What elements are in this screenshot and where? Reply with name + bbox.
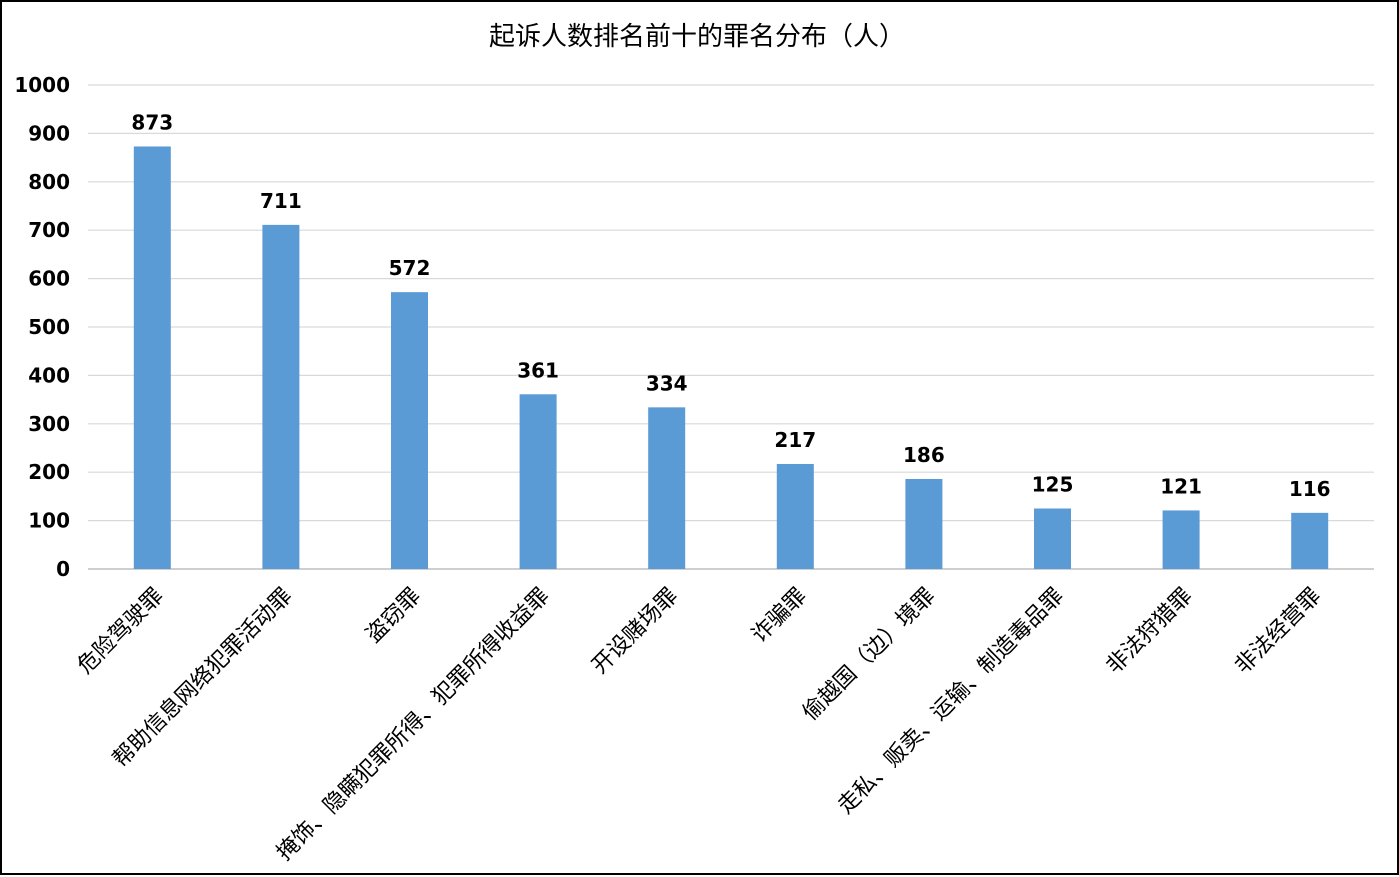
gridlines xyxy=(88,84,1374,522)
data-label: 572 xyxy=(389,256,431,280)
y-tick-label: 300 xyxy=(28,412,70,436)
data-label: 121 xyxy=(1160,474,1202,498)
y-tick-label: 1000 xyxy=(14,73,70,97)
y-tick-label: 500 xyxy=(28,315,70,339)
y-tick-label: 600 xyxy=(28,267,70,291)
bar xyxy=(776,463,814,569)
x-tick-label: 危险驾驶罪 xyxy=(73,584,168,679)
y-tick-label: 900 xyxy=(28,121,70,145)
data-label: 334 xyxy=(646,371,688,395)
data-label: 711 xyxy=(260,189,302,213)
bar xyxy=(1034,508,1071,569)
bar xyxy=(133,146,171,569)
x-tick-label: 偷越国（边）境罪 xyxy=(798,584,940,726)
bar xyxy=(391,292,428,569)
x-tick-label: 开设赌场罪 xyxy=(587,584,682,679)
data-label: 186 xyxy=(903,443,945,467)
bars xyxy=(133,146,1329,569)
y-tick-label: 800 xyxy=(28,170,70,194)
x-tick-label: 走私、贩卖、运输、制造毒品罪 xyxy=(833,584,1068,819)
data-labels: 873 711 572 361 334 217 186 125 121 116 xyxy=(131,110,1330,500)
x-tick-label: 非法狩猎罪 xyxy=(1102,584,1197,679)
bar xyxy=(905,478,943,569)
y-tick-label: 100 xyxy=(28,509,70,533)
bar xyxy=(1162,510,1200,569)
bar xyxy=(262,224,300,569)
data-label: 125 xyxy=(1032,473,1074,497)
x-tick-label: 掩饰、隐瞒犯罪所得、犯罪所得收益罪 xyxy=(272,584,554,866)
y-axis-ticks: 0 100 200 300 400 500 600 700 800 900 1000 xyxy=(14,73,70,581)
y-tick-label: 0 xyxy=(56,557,70,581)
bar xyxy=(1291,512,1329,569)
data-label: 361 xyxy=(517,358,559,382)
y-tick-label: 400 xyxy=(28,363,70,387)
bar xyxy=(648,407,686,569)
y-tick-label: 200 xyxy=(28,460,70,484)
chart-title: 起诉人数排名前十的罪名分布（人） xyxy=(489,22,905,52)
x-tick-label: 非法经营罪 xyxy=(1230,584,1325,679)
bar xyxy=(519,394,557,569)
y-tick-label: 700 xyxy=(28,218,70,242)
x-tick-label: 诈骗罪 xyxy=(747,584,811,648)
x-tick-label: 盗窃罪 xyxy=(361,584,425,648)
data-label: 873 xyxy=(131,110,173,134)
data-label: 217 xyxy=(774,428,816,452)
data-label: 116 xyxy=(1289,477,1331,501)
